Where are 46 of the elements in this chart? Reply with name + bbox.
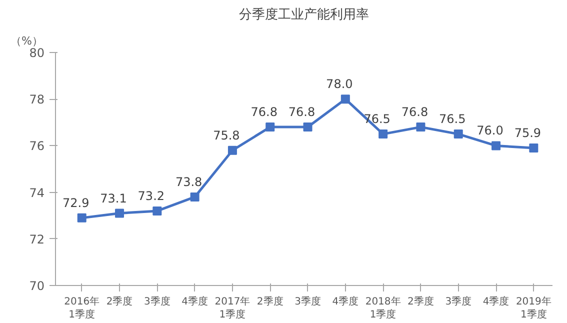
x-tick-label: 3季度 [445,296,472,308]
x-tick-label: 4季度 [332,296,359,308]
data-label: 73.8 [175,174,202,189]
data-label: 76.0 [476,124,504,138]
y-tick-label: 76 [29,139,45,154]
chart-title: 分季度工业产能利用率 [239,6,369,22]
x-tick-label: 4季度 [482,296,510,308]
y-tick-label: 78 [29,92,45,107]
data-label: 75.8 [213,128,240,142]
point [454,130,463,139]
x-tick-label: 2019年 1季度 [516,296,552,321]
x-tick-label: 2季度 [408,296,434,308]
data-label: 76.8 [288,105,316,120]
data-label: 75.9 [514,126,542,140]
point [303,122,312,132]
x-tick-label: 2016年 1季度 [64,296,100,321]
point [378,130,388,139]
y-tick-label: 74 [29,186,45,200]
x-tick-label: 2季度 [106,296,133,308]
y-tick-label: 70 [29,279,45,293]
y-tick-label: 80 [29,46,45,60]
x-tick-label: 3季度 [294,296,321,308]
point [416,122,426,132]
point [190,192,200,202]
point [529,144,538,153]
data-label: 76.5 [439,112,466,126]
data-label: 76.8 [250,105,278,120]
x-tick-label: 2季度 [256,296,284,308]
point [152,206,162,216]
data-label: 72.9 [62,196,90,210]
x-tick-label: 2017年 1季度 [214,296,250,321]
data-label: 73.2 [138,188,165,203]
x-tick-label: 2018年 1季度 [365,296,401,321]
y-axis-title: （%） [10,34,43,48]
data-label: 76.8 [401,105,428,120]
point [228,146,237,155]
point [492,141,501,150]
y-tick-label: 72 [29,232,45,246]
point [266,122,275,132]
x-tick-label: 3季度 [144,296,170,308]
point [115,208,124,218]
x-tick-label: 4季度 [182,296,208,308]
point [340,94,350,104]
data-label: 78.0 [326,77,353,92]
data-label: 73.1 [100,191,127,206]
point [77,213,86,222]
